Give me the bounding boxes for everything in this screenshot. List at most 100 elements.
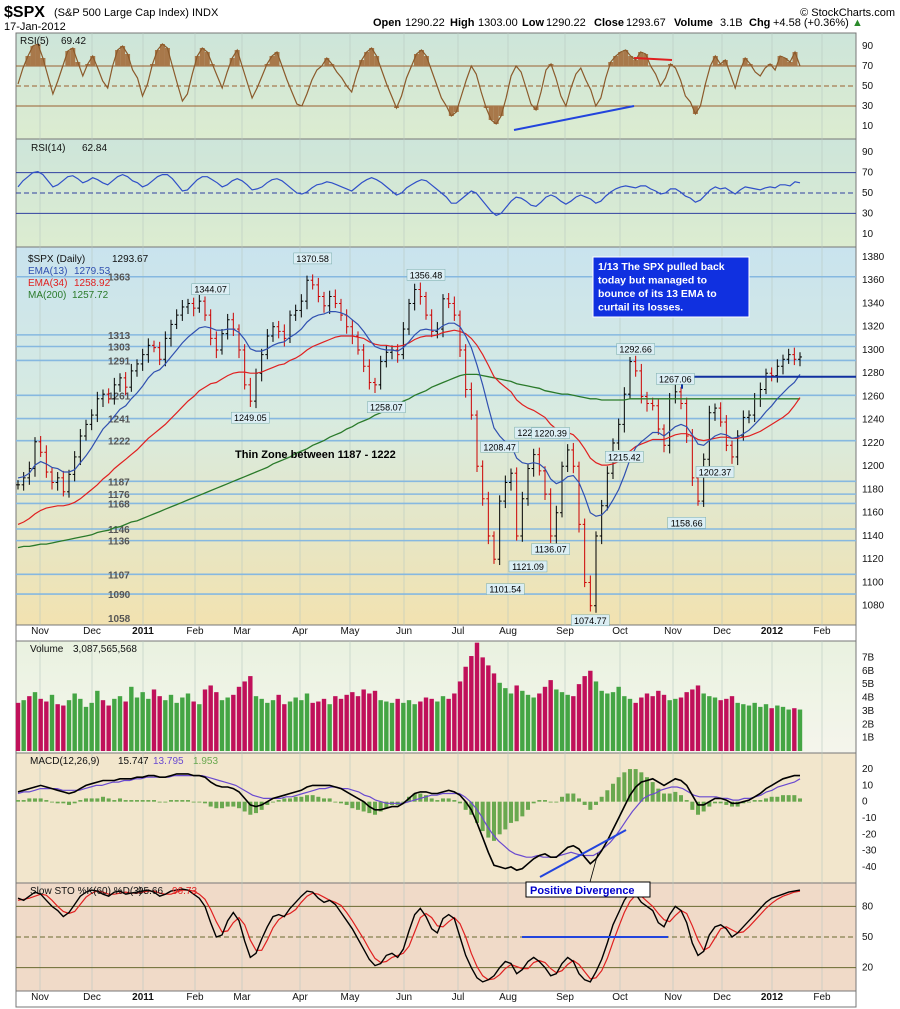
volume-bar xyxy=(276,694,281,751)
thin-zone-label: Thin Zone between 1187 - 1222 xyxy=(235,449,396,461)
rsi14-tick: 50 xyxy=(862,188,874,199)
close-value: 1293.67 xyxy=(626,17,666,29)
volume-bar xyxy=(644,693,650,751)
macd-histogram-bar xyxy=(265,801,270,805)
volume-bar xyxy=(372,690,378,751)
xaxis-label-May: May xyxy=(341,626,360,637)
annotation-box xyxy=(531,543,570,555)
macd-histogram-bar xyxy=(271,801,275,803)
volume-bar xyxy=(89,702,94,751)
price-last-value: 1293.67 xyxy=(112,254,149,265)
volume-bar xyxy=(724,698,729,751)
macd-histogram-bar xyxy=(577,798,581,802)
price-tick: 1320 xyxy=(862,322,885,333)
symbol: $SPX xyxy=(4,4,45,21)
volume-last-value: 3,087,565,568 xyxy=(73,644,137,655)
xaxis-label-Jul: Jul xyxy=(452,626,465,637)
volume-bar xyxy=(622,696,627,751)
xaxis-label-Nov: Nov xyxy=(664,626,682,637)
volume-bar xyxy=(593,681,599,751)
ema34-legend-value: 1258.92 xyxy=(74,278,111,289)
price-annotation-1101.54: 1101.54 xyxy=(489,585,521,595)
volume-bar xyxy=(21,700,26,751)
volume-bar xyxy=(741,704,746,751)
macd-histogram-bar xyxy=(288,798,292,802)
volume-tick: 5B xyxy=(862,679,875,690)
macd-histogram-bar xyxy=(526,801,530,810)
xaxis-label-Feb: Feb xyxy=(186,626,204,637)
high-value: 1303.00 xyxy=(478,17,518,29)
sr-label-1222: 1222 xyxy=(108,437,131,448)
macd-histogram-bar xyxy=(112,800,117,802)
macd-histogram-bar xyxy=(146,800,151,802)
volume-bar xyxy=(38,698,43,751)
chart-header: $SPX (S&P 500 Large Cap Index) INDX 17-J… xyxy=(4,4,895,33)
macd-histogram-bar xyxy=(764,798,768,802)
volume-bar xyxy=(146,698,151,751)
sr-label-1303: 1303 xyxy=(108,343,131,354)
macd-panel xyxy=(15,752,857,884)
volume-bar xyxy=(474,642,480,751)
volume-bar xyxy=(140,692,145,751)
macd-histogram-bar xyxy=(452,800,457,802)
volume-bar xyxy=(429,698,434,751)
volume-bar xyxy=(163,700,168,751)
macd-histogram-bar xyxy=(106,798,111,802)
xaxis-label-Sep: Sep xyxy=(556,626,574,637)
rsi14-tick: 90 xyxy=(862,147,874,158)
macd-histogram-bar xyxy=(44,800,49,802)
ma200-legend-value: 1257.72 xyxy=(72,290,109,301)
sr-label-1107: 1107 xyxy=(108,570,130,581)
macd-histogram-bar xyxy=(67,801,71,805)
macd-histogram-bar xyxy=(356,801,360,810)
macd-tick: 20 xyxy=(862,764,874,775)
xaxis-label-2011: 2011 xyxy=(132,626,154,637)
volume-bar xyxy=(395,698,400,751)
annotation-box xyxy=(367,401,406,413)
price-annotation-1136.07: 1136.07 xyxy=(535,545,567,555)
macd-histogram-bar xyxy=(548,801,553,803)
price-annotation-1344.07: 1344.07 xyxy=(194,285,227,295)
low-label: Low xyxy=(522,17,544,29)
macd-histogram-bar xyxy=(446,798,451,802)
macd-histogram-bar xyxy=(50,801,54,803)
macd-histogram-bar xyxy=(718,801,723,804)
volume-bar xyxy=(797,709,803,751)
macd-histogram-bar xyxy=(197,801,202,803)
volume-bar xyxy=(452,693,457,751)
xaxis-label-Apr: Apr xyxy=(292,992,308,1003)
volume-bar xyxy=(367,693,372,751)
macd-histogram-bar xyxy=(781,795,785,802)
volume-tick: 1B xyxy=(862,733,875,744)
rsi5-line xyxy=(17,43,801,125)
macd-histogram-bar xyxy=(571,793,576,802)
macd-histogram-bar xyxy=(543,800,547,802)
rsi5-title: RSI(5) xyxy=(20,36,49,47)
volume-bar xyxy=(106,705,111,751)
xaxis-label-2012: 2012 xyxy=(761,626,784,637)
rsi5-tick: 50 xyxy=(862,81,874,92)
volume-bar xyxy=(554,689,559,751)
macd-histogram-bar xyxy=(503,801,508,830)
rsi5-divergence-trendline xyxy=(513,105,635,131)
annotation-box xyxy=(616,343,655,355)
open-label: Open xyxy=(373,17,401,29)
volume-bar xyxy=(497,682,502,751)
price-annotation-1370.58: 1370.58 xyxy=(296,254,329,264)
macd-histogram-bar xyxy=(378,801,383,812)
volume-plot: 7B 6B 5B 4B 3B 2B 1B xyxy=(15,642,875,751)
ema13-legend-name: EMA(13) xyxy=(28,266,67,277)
macd-line xyxy=(17,773,800,872)
xaxis-label-Feb: Feb xyxy=(813,992,831,1003)
volume-bar xyxy=(27,696,32,751)
volume-bar xyxy=(650,696,655,751)
macd-histogram-bar xyxy=(322,798,326,802)
macd-histogram-bar xyxy=(656,788,661,802)
volume-bar xyxy=(588,670,593,751)
sto-plot: 80 50 20 xyxy=(16,888,874,983)
volume-tick: 6B xyxy=(862,666,875,677)
rsi14-plot: 90 70 50 30 10 xyxy=(16,147,874,240)
volume-bar xyxy=(225,697,230,751)
volume-bar xyxy=(406,700,412,751)
